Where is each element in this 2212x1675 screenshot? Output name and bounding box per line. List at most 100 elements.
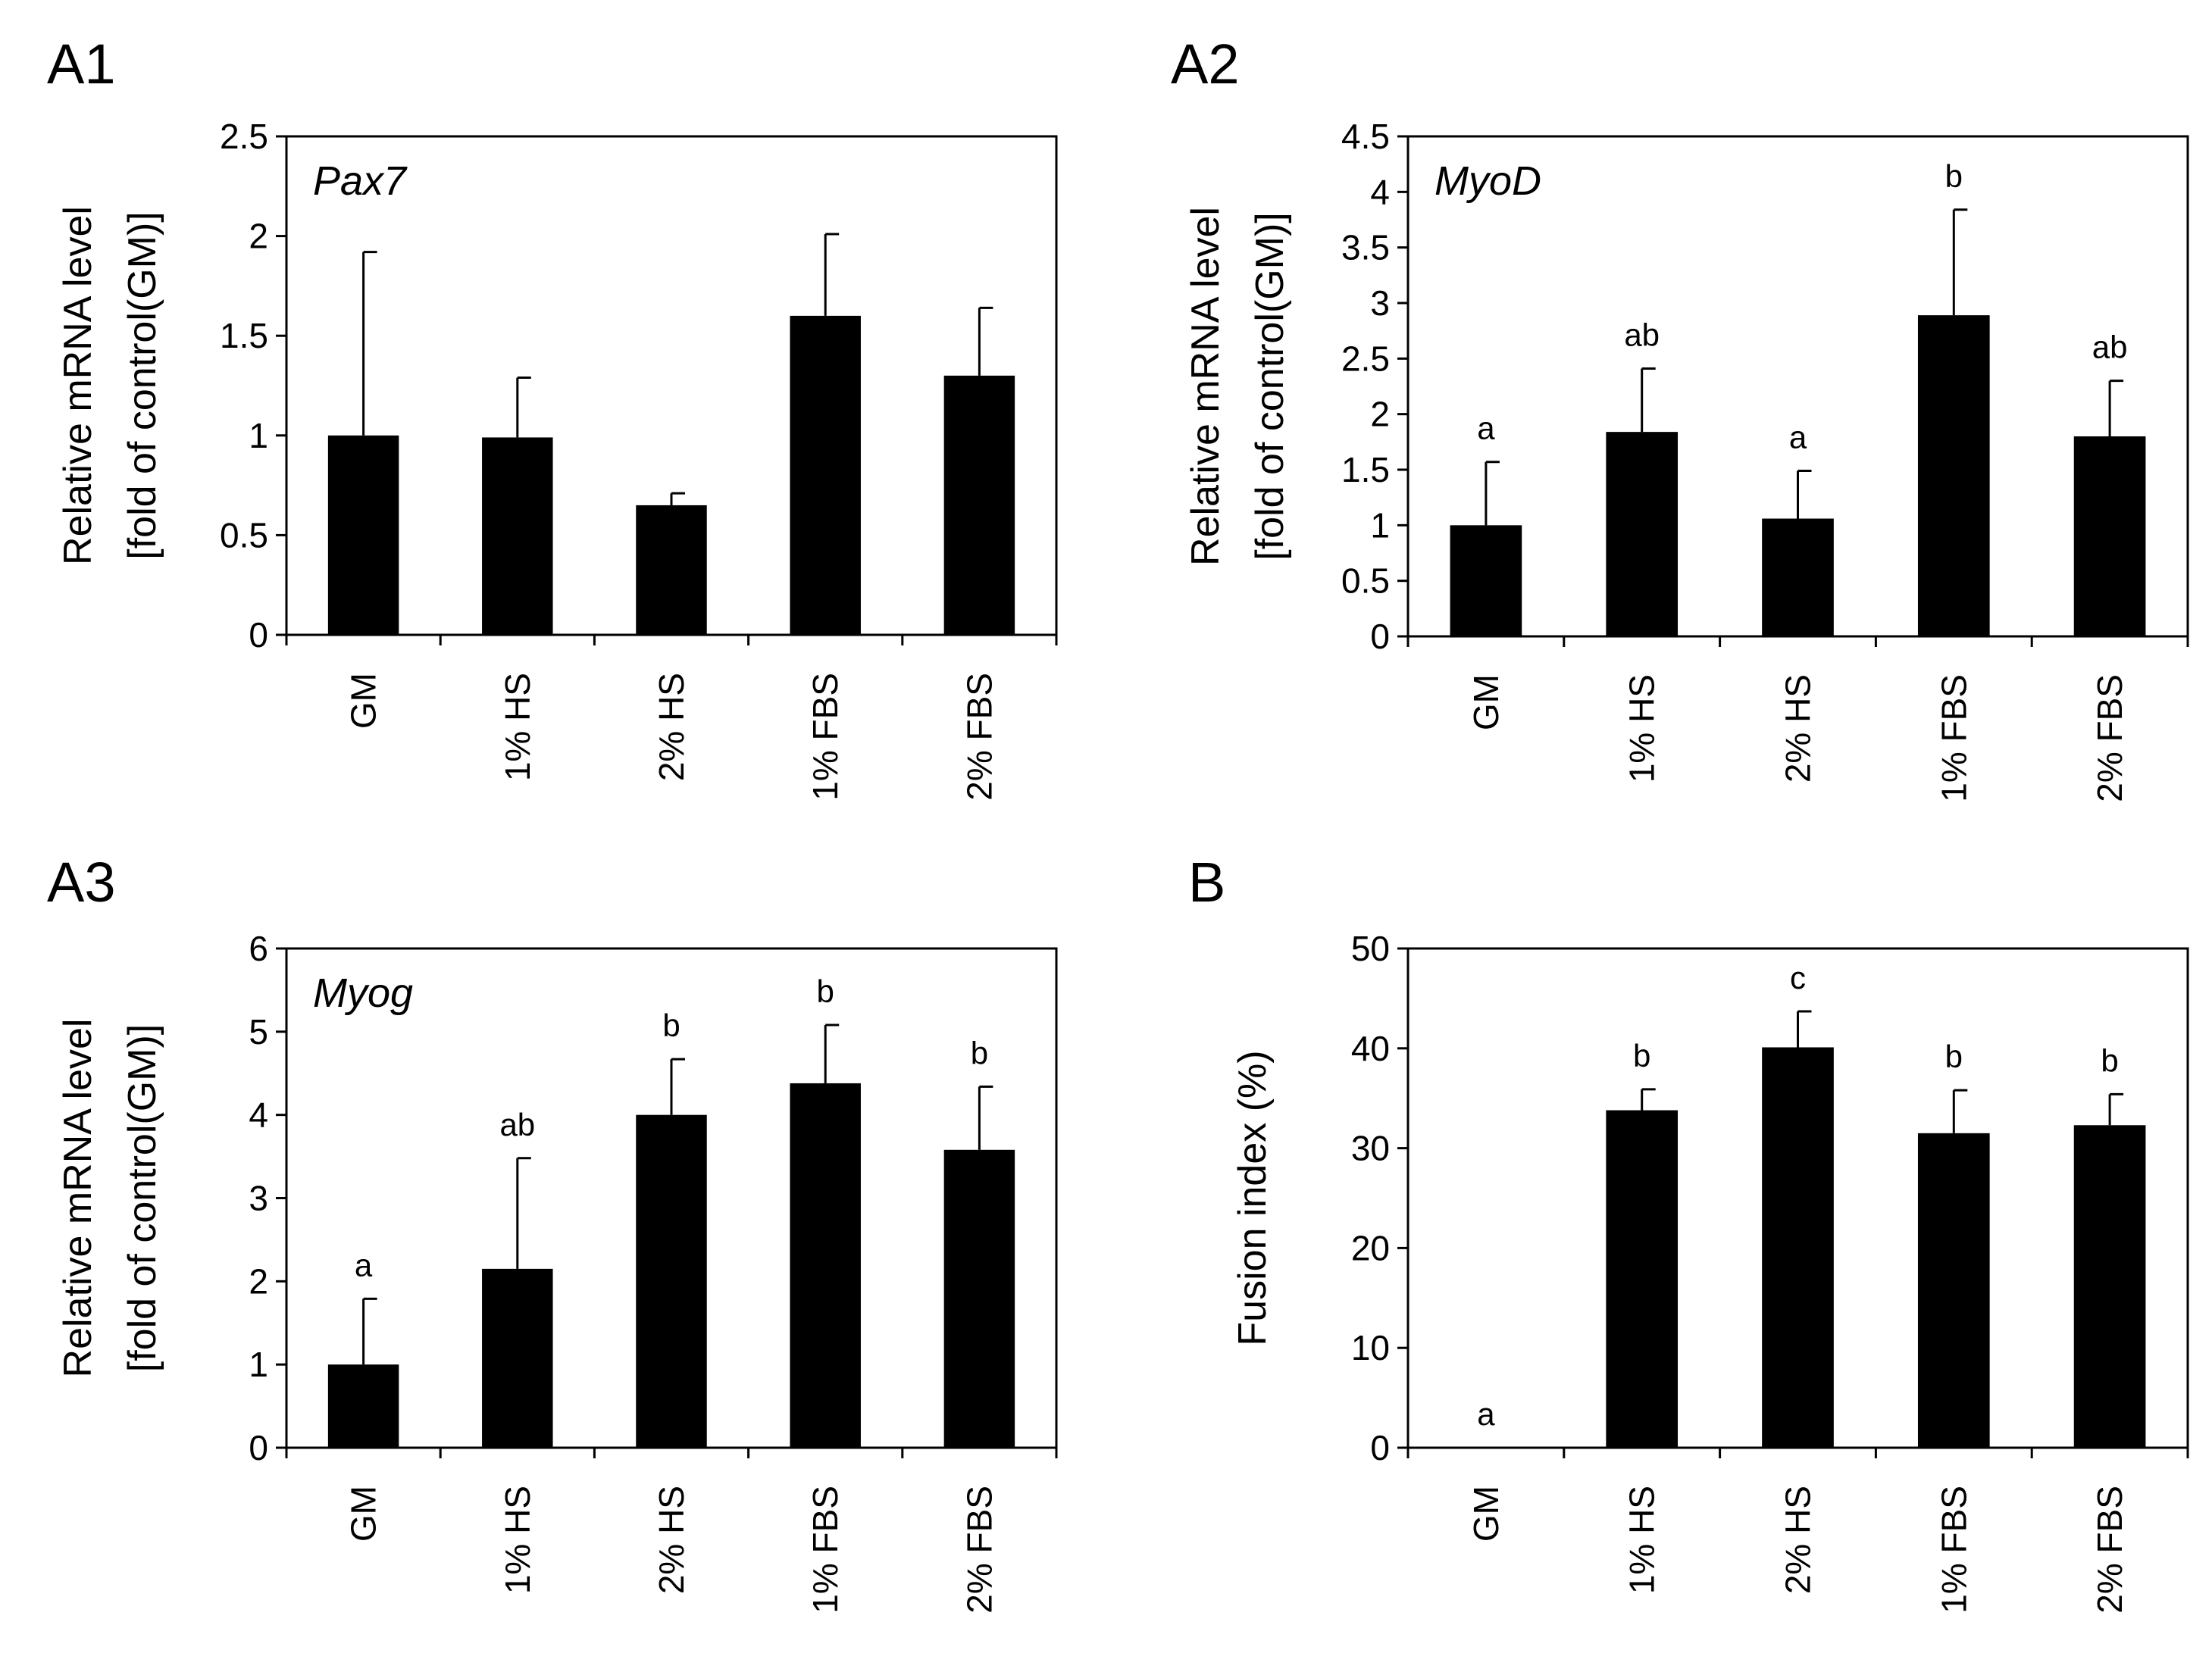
significance-label: a [1477, 411, 1495, 446]
y-tick-label: 4 [249, 1095, 268, 1135]
y-tick-label: 0 [249, 1428, 268, 1467]
category-label: 2% HS [652, 673, 691, 781]
bar [482, 1268, 553, 1448]
bar [1917, 1133, 1990, 1448]
y-tick-label: 2 [1370, 395, 1390, 434]
bar [482, 437, 553, 635]
significance-label: b [1945, 158, 1963, 194]
significance-label: b [817, 973, 834, 1009]
bar [636, 1114, 707, 1448]
bar [1606, 432, 1679, 636]
y-tick-label: 3.5 [1341, 228, 1390, 267]
panel-label: B [1188, 851, 1225, 914]
y-tick-label: 3 [1370, 283, 1390, 323]
bar [327, 435, 399, 635]
bar [1762, 1047, 1834, 1448]
category-label: 2% HS [1779, 1486, 1818, 1594]
category-label: 2% HS [1779, 674, 1818, 783]
bar [1606, 1110, 1679, 1448]
category-label: GM [1466, 1486, 1506, 1542]
significance-label: b [662, 1008, 680, 1043]
significance-label: a [355, 1247, 373, 1283]
significance-label: b [1633, 1038, 1650, 1073]
y-axis-label: Relative mRNA level [56, 206, 100, 565]
bar [2073, 436, 2146, 636]
chart-panel-a2: A2 0 0.5 1 1.5 2 2.5 3 3.5 4 4.5 a GM ab 1% HS a 2% HS b 1… [1171, 33, 2189, 802]
y-tick-label: 6 [249, 929, 268, 968]
bar [943, 375, 1015, 635]
significance-label: c [1790, 960, 1806, 995]
category-label: GM [344, 673, 383, 729]
y-tick-label: 2 [249, 1261, 268, 1301]
bar [327, 1364, 399, 1448]
significance-label: b [971, 1035, 988, 1070]
bar [1762, 518, 1834, 636]
panel-label: A2 [1171, 33, 1240, 95]
bar [2073, 1125, 2146, 1448]
bar [636, 505, 707, 635]
gene-annotation: Myog [313, 970, 413, 1016]
y-axis-label: Fusion index (%) [1231, 1050, 1275, 1345]
category-label: 1% FBS [806, 673, 845, 801]
y-tick-label: 0 [1370, 1428, 1390, 1467]
y-tick-label: 0 [1370, 617, 1390, 656]
significance-label: a [1789, 419, 1807, 455]
y-axis-label: [fold of control(GM)] [1248, 212, 1292, 560]
category-label: 1% HS [498, 1486, 537, 1594]
gene-annotation: MyoD [1435, 158, 1541, 204]
category-label: 2% FBS [959, 1486, 999, 1614]
category-label: GM [344, 1486, 383, 1542]
y-tick-label: 0.5 [1341, 561, 1390, 601]
category-label: 1% HS [1622, 1486, 1662, 1594]
bar [790, 315, 861, 635]
y-tick-label: 4 [1370, 172, 1390, 211]
y-tick-label: 2 [249, 217, 268, 256]
category-label: 1% FBS [806, 1486, 845, 1614]
y-tick-label: 4.5 [1341, 117, 1390, 156]
panel-label: A3 [47, 851, 116, 914]
y-tick-label: 1 [249, 1345, 268, 1384]
y-tick-label: 1 [249, 416, 268, 455]
y-tick-label: 5 [249, 1012, 268, 1052]
y-axis-label: [fold of control(GM)] [120, 211, 164, 559]
significance-label: ab [499, 1107, 535, 1142]
category-label: 1% HS [498, 673, 537, 781]
y-tick-label: 2.5 [220, 117, 268, 156]
y-tick-label: 0.5 [220, 515, 268, 555]
y-tick-label: 1.5 [1341, 450, 1390, 489]
y-tick-label: 20 [1351, 1228, 1390, 1267]
category-label: GM [1466, 674, 1506, 730]
panel-label: A1 [47, 33, 116, 95]
y-tick-label: 1.5 [220, 316, 268, 355]
y-axis-label: [fold of control(GM)] [120, 1024, 164, 1372]
significance-label: a [1477, 1396, 1495, 1432]
bar [790, 1083, 861, 1448]
significance-label: b [1945, 1039, 1963, 1074]
bar [1917, 315, 1990, 636]
bar [943, 1149, 1015, 1448]
category-label: 2% FBS [959, 673, 999, 801]
y-axis-label: Relative mRNA level [56, 1019, 100, 1378]
chart-panel-a3: A3 0 1 2 3 4 5 6 a GM ab 1% HS b 2% HS b 1% FBS b 2% FBS M… [47, 851, 1058, 1614]
y-tick-label: 0 [249, 615, 268, 655]
chart-panel-b: B 0 10 20 30 40 50 a GM b 1% HS c 2% HS b 1% FBS b 2% FB… [1188, 851, 2189, 1614]
significance-label: ab [1624, 317, 1660, 353]
category-label: 2% HS [652, 1486, 691, 1594]
y-tick-label: 30 [1351, 1129, 1390, 1168]
bar [1450, 525, 1522, 636]
y-tick-label: 50 [1351, 929, 1390, 968]
y-axis-label: Relative mRNA level [1184, 207, 1228, 566]
significance-label: ab [2092, 330, 2128, 365]
y-tick-label: 1 [1370, 505, 1390, 545]
significance-label: b [2101, 1042, 2118, 1078]
y-tick-label: 40 [1351, 1029, 1390, 1068]
y-tick-label: 3 [249, 1179, 268, 1218]
category-label: 1% FBS [1934, 674, 1973, 802]
category-label: 2% FBS [2090, 674, 2129, 802]
y-tick-label: 2.5 [1341, 339, 1390, 378]
category-label: 2% FBS [2090, 1486, 2129, 1614]
category-label: 1% FBS [1934, 1486, 1973, 1614]
y-tick-label: 10 [1351, 1328, 1390, 1367]
category-label: 1% HS [1622, 674, 1662, 783]
